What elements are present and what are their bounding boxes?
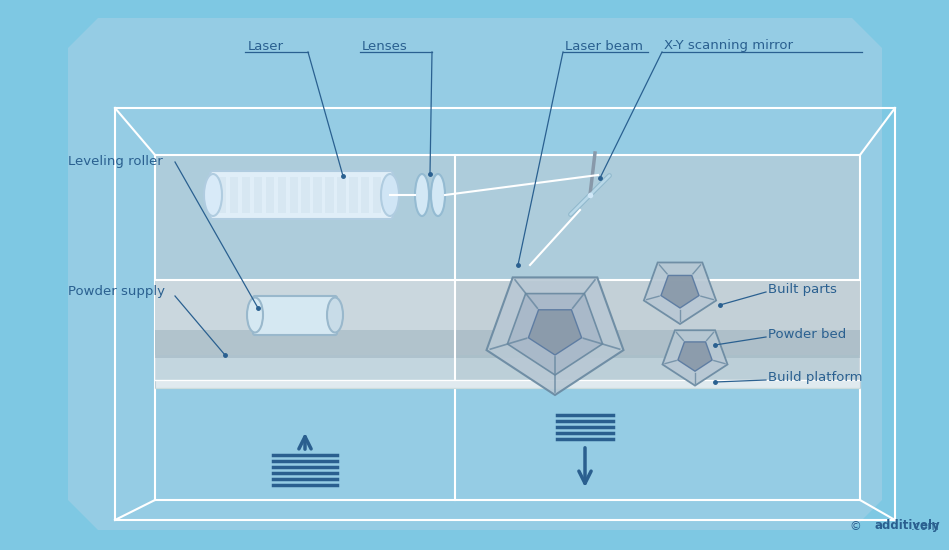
Polygon shape [326,177,334,213]
Text: additively: additively [875,520,940,532]
Text: Laser: Laser [248,40,284,52]
Polygon shape [529,310,582,355]
Text: Built parts: Built parts [768,283,837,296]
FancyBboxPatch shape [253,296,337,335]
Polygon shape [278,177,286,213]
Ellipse shape [204,174,222,216]
Text: X-Y scanning mirror: X-Y scanning mirror [664,40,793,52]
Polygon shape [155,280,860,355]
Polygon shape [455,280,860,380]
Ellipse shape [381,174,399,216]
Polygon shape [487,277,623,395]
Polygon shape [313,177,322,213]
Polygon shape [218,177,227,213]
Polygon shape [68,18,882,530]
Ellipse shape [431,174,445,216]
Polygon shape [155,380,860,388]
Text: Leveling roller: Leveling roller [68,156,162,168]
Text: Laser beam: Laser beam [565,40,643,52]
Polygon shape [662,330,728,386]
Polygon shape [643,262,716,324]
Ellipse shape [327,298,343,333]
Polygon shape [253,177,262,213]
Polygon shape [373,177,381,213]
Text: Lenses: Lenses [362,40,408,52]
Polygon shape [242,177,251,213]
Ellipse shape [247,298,263,333]
Polygon shape [508,294,603,375]
Polygon shape [155,330,860,358]
Polygon shape [678,342,712,371]
Polygon shape [362,177,369,213]
FancyBboxPatch shape [210,171,393,219]
Ellipse shape [415,174,429,216]
Polygon shape [349,177,358,213]
Polygon shape [302,177,310,213]
Polygon shape [661,276,699,308]
Polygon shape [266,177,274,213]
Polygon shape [155,280,455,380]
Text: Powder bed: Powder bed [768,328,847,342]
Text: Powder supply: Powder supply [68,285,165,299]
Polygon shape [155,155,860,280]
Polygon shape [289,177,298,213]
Polygon shape [230,177,238,213]
Text: .com: .com [911,520,940,532]
Polygon shape [337,177,345,213]
Text: ©: © [850,520,866,532]
Text: Build platform: Build platform [768,371,863,384]
